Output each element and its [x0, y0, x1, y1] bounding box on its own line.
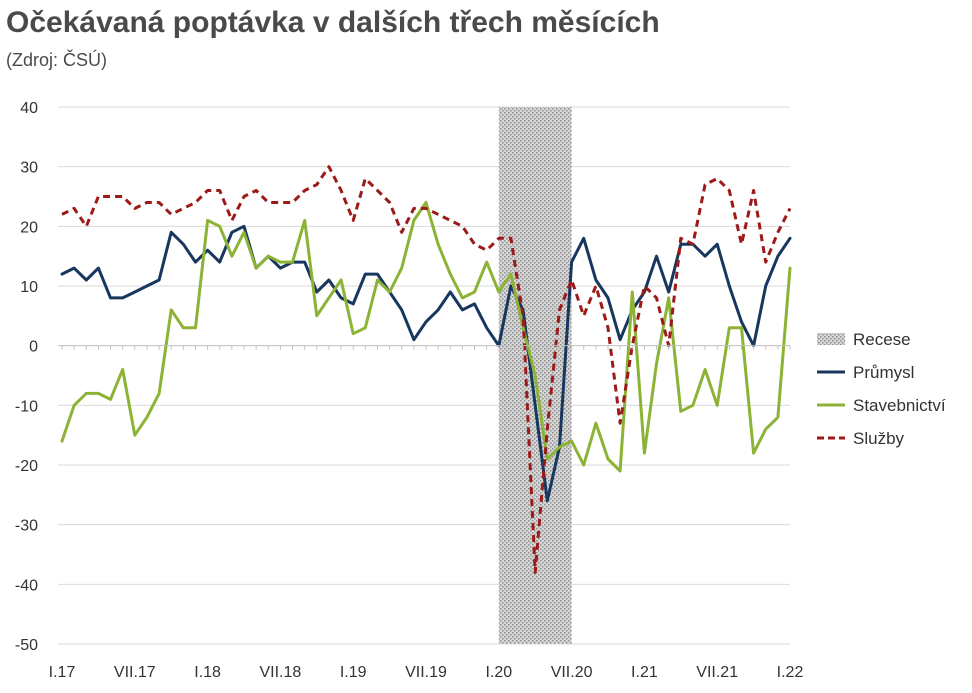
series-line-služby [61, 165, 792, 574]
legend-label-služby: Služby [853, 429, 905, 448]
series-line-průmysl [60, 224, 792, 503]
y-tick-label: -10 [15, 398, 38, 415]
x-tick-label: VII.19 [405, 664, 447, 681]
y-tick-label: -50 [15, 637, 38, 654]
y-tick-label: -40 [15, 577, 38, 594]
legend-label-recession: Recese [853, 330, 911, 349]
x-tick-label: I.19 [340, 664, 367, 681]
y-tick-label: 40 [20, 100, 38, 117]
x-tick-label: I.20 [485, 664, 512, 681]
chart-subtitle: (Zdroj: ČSÚ) [6, 50, 108, 70]
x-tick-label: I.22 [777, 664, 804, 681]
y-tick-label: 0 [29, 339, 38, 356]
x-tick-label: I.17 [49, 664, 76, 681]
legend-label-průmysl: Průmysl [853, 363, 914, 382]
y-tick-label: -30 [15, 518, 38, 535]
x-tick-label: I.18 [194, 664, 221, 681]
x-tick-label: VII.18 [259, 664, 301, 681]
legend-label-stavebnictví: Stavebnictví [853, 396, 946, 415]
series-line-stavebnictví [60, 201, 792, 473]
y-tick-label: 10 [20, 279, 38, 296]
y-tick-label: 20 [20, 219, 38, 236]
y-tick-label: -20 [15, 458, 38, 475]
chart-title: Očekávaná poptávka v dalších třech měsíc… [6, 6, 660, 39]
x-tick-label: VII.17 [114, 664, 156, 681]
legend-swatch-recession [817, 333, 845, 345]
y-tick-label: 30 [20, 160, 38, 177]
x-tick-label: I.21 [631, 664, 658, 681]
x-tick-label: VII.21 [696, 664, 738, 681]
x-tick-label: VII.20 [551, 664, 593, 681]
